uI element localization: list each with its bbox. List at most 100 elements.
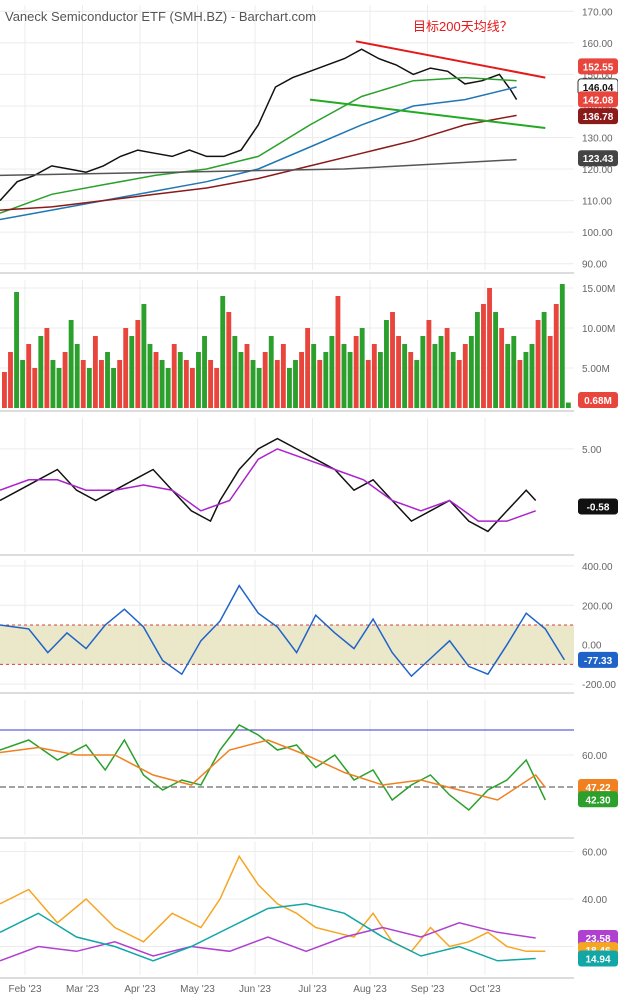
volume-bar [311,344,317,408]
y-tick-label: 60.00 [582,751,607,762]
volume-bar [238,352,244,408]
y-tick-label: 10.00M [582,324,615,335]
volume-bar [20,360,26,408]
volume-bar [2,372,7,408]
volume-bar [117,360,123,408]
volume-bar [262,352,268,408]
volume-bar [171,344,177,408]
volume-bar [456,360,462,408]
last-value-text: 146.04 [583,83,614,94]
volume-bar [384,320,389,408]
volume-bar [487,288,492,408]
price-series-line [0,158,517,177]
volume-bar [189,368,195,408]
price-series-line [0,76,517,214]
dmi-series-line [0,903,536,962]
volume-bar [408,352,414,408]
y-tick-label: 130.00 [582,134,613,145]
last-value-text: -0.58 [587,502,610,513]
volume-bar [462,344,468,408]
cci-series-line [0,584,566,678]
volume-bar [299,352,304,408]
y-tick-label: 170.00 [582,7,613,18]
y-tick-label: 40.00 [582,895,607,906]
volume-bar [56,368,62,408]
volume-bar [8,352,13,408]
volume-bar [68,320,74,408]
y-tick-label: 140.00 [582,102,613,113]
last-value-text: -77.33 [584,656,613,667]
volume-bar [347,352,353,408]
volume-bar [111,368,117,408]
y-tick-label: 90.00 [582,260,607,271]
volume-bar [547,336,553,408]
y-tick-label: 60.00 [582,848,607,859]
volume-bar [256,368,262,408]
last-value-text: 0.68M [584,396,612,407]
last-value-tag [578,778,618,795]
volume-bar [141,304,147,408]
volume-bar [335,296,341,408]
volume-bar [153,352,159,408]
x-axis-label: Jul '23 [298,984,327,995]
volume-bar [268,336,274,408]
x-axis-label: Jun '23 [239,984,271,995]
cci-band [0,625,574,665]
volume-bar [341,344,347,408]
y-tick-label: 150.00 [582,70,613,81]
price-series-line [0,48,518,202]
macd-series-line [0,437,537,533]
last-value-text: 23.58 [585,934,610,945]
y-tick-label: 0.00 [582,641,602,652]
x-axis-label: Mar '23 [66,984,99,995]
volume-bar [26,344,32,408]
price-trendline [355,40,546,79]
series-layer [0,40,574,962]
volume-bar [444,328,450,408]
volume-bar [450,352,456,408]
last-value-tag [578,498,618,515]
volume-bar [62,352,68,408]
volume-bar [517,360,523,408]
volume-bar [438,336,444,408]
volume-bar [511,336,517,408]
volume-bar [226,312,232,408]
volume-bar [353,336,359,408]
volume-bar [135,320,141,408]
y-tick-label: 110.00 [582,197,612,208]
volume-bar [208,360,214,408]
last-value-tag [578,651,618,668]
last-value-text: 142.08 [583,95,614,106]
price-series-line [0,114,517,211]
last-value-tag [578,150,618,167]
volume-bar [32,368,38,408]
volume-bar [329,336,335,408]
volume-bar [359,328,365,408]
volume-bar [196,352,201,408]
volume-bar [293,360,298,408]
volume-bar [426,320,432,408]
macd-series-line [0,448,536,522]
volume-bar [86,368,92,408]
volume-bar [468,336,474,408]
last-value-tag [578,929,618,946]
volume-bar [123,328,129,408]
price-series-line [0,86,517,221]
volume-bar [523,352,529,408]
volume-bar [280,344,286,408]
last-value-text: 42.30 [585,795,610,806]
volume-bar [541,312,547,408]
y-tick-label: 15.00M [582,284,615,295]
volume-bar [99,360,104,408]
volume-bar [414,360,420,408]
volume-bar [390,312,395,408]
volume-bar [129,336,135,408]
volume-bar [44,328,50,408]
volume-bar [317,360,323,408]
volume-bar [92,336,98,408]
y-tick-label: 400.00 [582,562,613,573]
y-tick-label: 100.00 [582,228,613,239]
volume-bar [165,368,171,408]
dmi-series-line [0,854,546,953]
volume-bar [499,328,505,408]
